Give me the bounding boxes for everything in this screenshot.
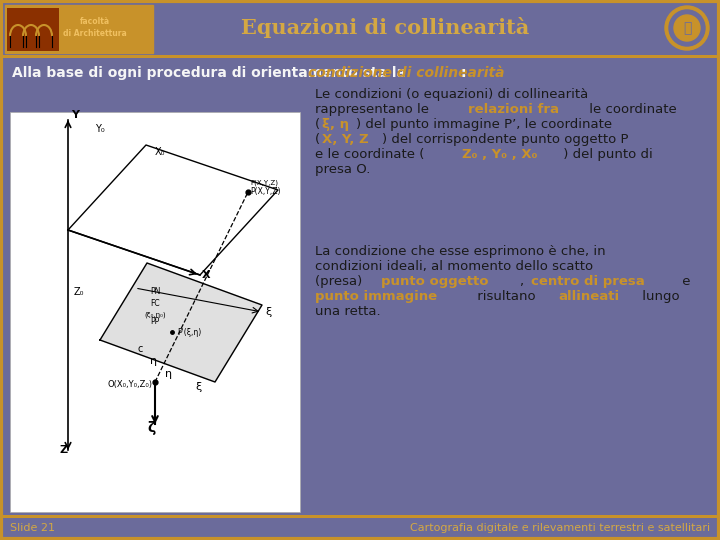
- Text: risultano: risultano: [472, 290, 539, 303]
- Circle shape: [674, 15, 700, 41]
- Text: :: :: [461, 66, 467, 80]
- Text: FC: FC: [150, 299, 160, 308]
- Text: η: η: [165, 369, 172, 379]
- Text: ζ: ζ: [147, 421, 156, 435]
- Text: ) del punto di: ) del punto di: [559, 148, 652, 161]
- Text: η: η: [150, 356, 157, 366]
- Text: rappresentano le: rappresentano le: [315, 103, 433, 116]
- Text: ) del punto immagine P’, le coordinate: ) del punto immagine P’, le coordinate: [356, 118, 613, 131]
- Text: Z₀ , Y₀ , X₀: Z₀ , Y₀ , X₀: [462, 148, 537, 161]
- Text: Alla base di ogni procedura di orientamento sta la: Alla base di ogni procedura di orientame…: [12, 66, 411, 80]
- Text: le coordinate: le coordinate: [585, 103, 677, 116]
- Text: ,: ,: [520, 275, 528, 288]
- Text: X, Y, Z: X, Y, Z: [322, 133, 368, 146]
- Text: Cartografia digitale e rilevamenti terrestri e satellitari: Cartografia digitale e rilevamenti terre…: [410, 523, 710, 533]
- Text: Z₀: Z₀: [74, 287, 84, 297]
- Text: Z: Z: [60, 445, 68, 455]
- Text: ⛪: ⛪: [683, 21, 691, 35]
- Text: PP: PP: [150, 317, 159, 326]
- Text: (ξ₀,η₀): (ξ₀,η₀): [144, 311, 166, 318]
- Text: Le condizioni (o equazioni) di collinearità: Le condizioni (o equazioni) di collinear…: [315, 88, 588, 101]
- Text: Slide 21: Slide 21: [10, 523, 55, 533]
- Text: allineati: allineati: [559, 290, 620, 303]
- Text: ξ: ξ: [265, 307, 271, 317]
- Text: P(X,Y,Z): P(X,Y,Z): [250, 179, 278, 186]
- Bar: [1, 1, 719, 56]
- Text: La condizione che esse esprimono è che, in: La condizione che esse esprimono è che, …: [315, 245, 606, 258]
- Text: Y: Y: [71, 110, 79, 120]
- Circle shape: [665, 6, 709, 50]
- Text: Equazioni di collinearità: Equazioni di collinearità: [241, 17, 529, 38]
- Text: O(X₀,Y₀,Z₀): O(X₀,Y₀,Z₀): [108, 380, 153, 389]
- Polygon shape: [100, 263, 262, 382]
- Text: lungo: lungo: [638, 290, 680, 303]
- Text: P(X,Y,Z): P(X,Y,Z): [250, 187, 281, 196]
- Text: (: (: [315, 133, 320, 146]
- Text: Y₀: Y₀: [95, 124, 104, 134]
- Bar: [10, 112, 300, 512]
- Text: e: e: [678, 275, 690, 288]
- Circle shape: [669, 10, 705, 46]
- Bar: [7, 8, 59, 51]
- Text: X: X: [202, 270, 211, 280]
- Text: di Architettura: di Architettura: [63, 29, 127, 37]
- Text: P'(ξ,η): P'(ξ,η): [177, 328, 202, 337]
- Text: condizioni ideali, al momento dello scatto: condizioni ideali, al momento dello scat…: [315, 260, 593, 273]
- Text: c: c: [137, 344, 143, 354]
- Text: punto oggetto: punto oggetto: [382, 275, 489, 288]
- Text: una retta.: una retta.: [315, 305, 381, 318]
- Text: ) del corrispondente punto oggetto P: ) del corrispondente punto oggetto P: [382, 133, 629, 146]
- Text: condizione di collinearità: condizione di collinearità: [308, 66, 505, 80]
- Text: (: (: [315, 118, 320, 131]
- Text: e le coordinate (: e le coordinate (: [315, 148, 428, 161]
- Text: punto immagine: punto immagine: [315, 290, 437, 303]
- Text: PN: PN: [150, 287, 161, 296]
- Text: (presa): (presa): [315, 275, 366, 288]
- Bar: [1, 55, 719, 58]
- Text: centro di presa: centro di presa: [531, 275, 644, 288]
- Text: presa O.: presa O.: [315, 163, 370, 176]
- Text: ξ: ξ: [195, 382, 202, 392]
- Text: relazioni fra: relazioni fra: [467, 103, 559, 116]
- Bar: [1, 515, 719, 518]
- Text: facoltà: facoltà: [80, 17, 110, 26]
- Text: ξ, η: ξ, η: [322, 118, 348, 131]
- Bar: [5, 5, 153, 53]
- Text: X₀: X₀: [155, 147, 166, 157]
